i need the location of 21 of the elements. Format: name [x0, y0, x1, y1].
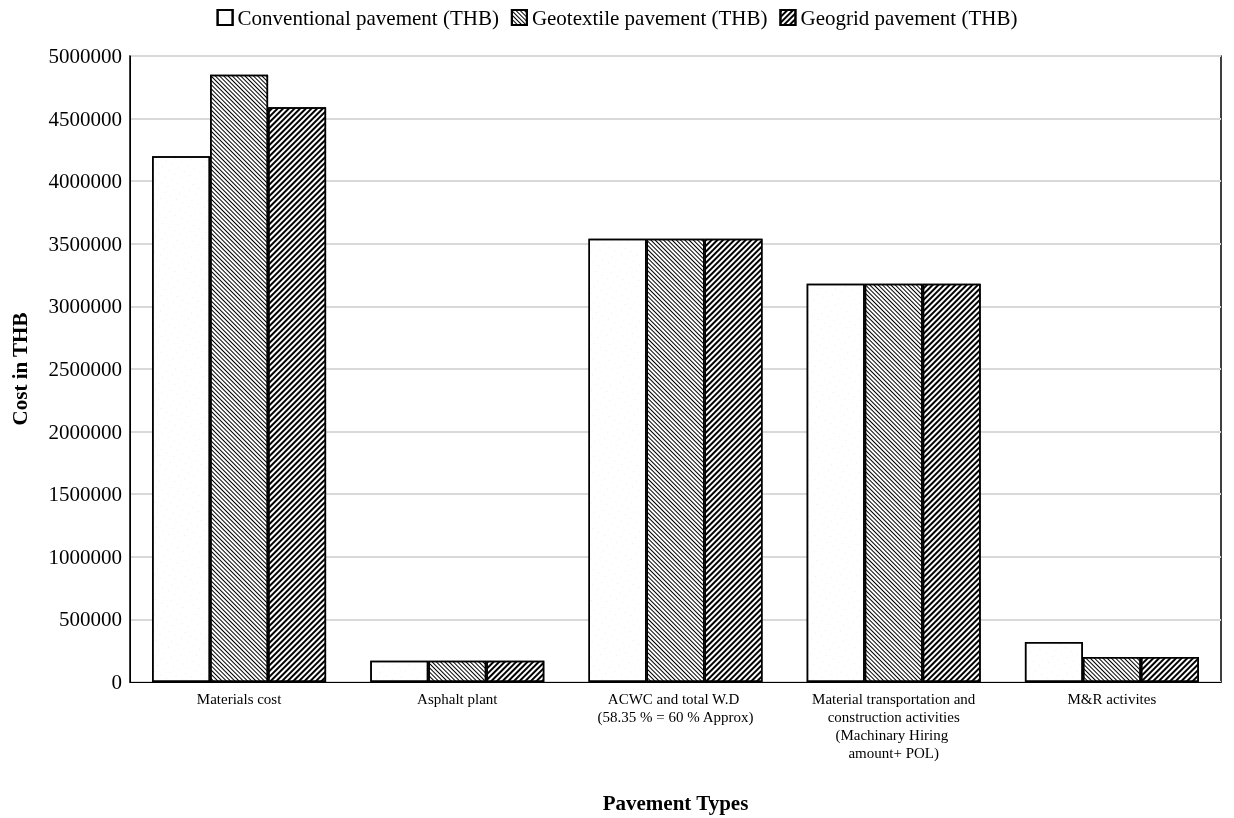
x-tick-label: Asphalt plant: [417, 691, 499, 707]
y-tick-label: 4000000: [48, 169, 122, 194]
y-tick-label: 500000: [59, 607, 122, 632]
y-tick-label: 1000000: [48, 544, 122, 569]
x-tick-label: ACWC and total W.D (58.35 % = 60 % Approx): [597, 691, 754, 726]
x-axis-title: Pavement Types: [602, 790, 749, 815]
legend-label: Geogrid pavement (THB): [800, 5, 1018, 30]
y-tick-label: 4500000: [48, 106, 122, 131]
y-tick-label: 1500000: [48, 482, 122, 507]
y-tick-label: 5000000: [48, 44, 122, 68]
y-axis-title: Cost in THB: [7, 312, 32, 426]
x-tick-label: M&R activites: [1067, 691, 1157, 707]
y-tick-label: 3000000: [48, 294, 122, 319]
legend-label: Geotextile pavement (THB): [531, 5, 768, 30]
x-tick-label: Materials cost: [196, 691, 283, 707]
x-tick-label: Material transportation and construction activities (Machinary Hiring amount+ POL): [812, 691, 976, 762]
y-tick-label: 3500000: [48, 231, 122, 256]
y-tick-label: 2000000: [48, 419, 122, 444]
y-tick-label: 0: [111, 670, 122, 694]
legend-label: Conventional pavement (THB): [237, 5, 499, 30]
y-tick-label: 2500000: [48, 357, 122, 381]
